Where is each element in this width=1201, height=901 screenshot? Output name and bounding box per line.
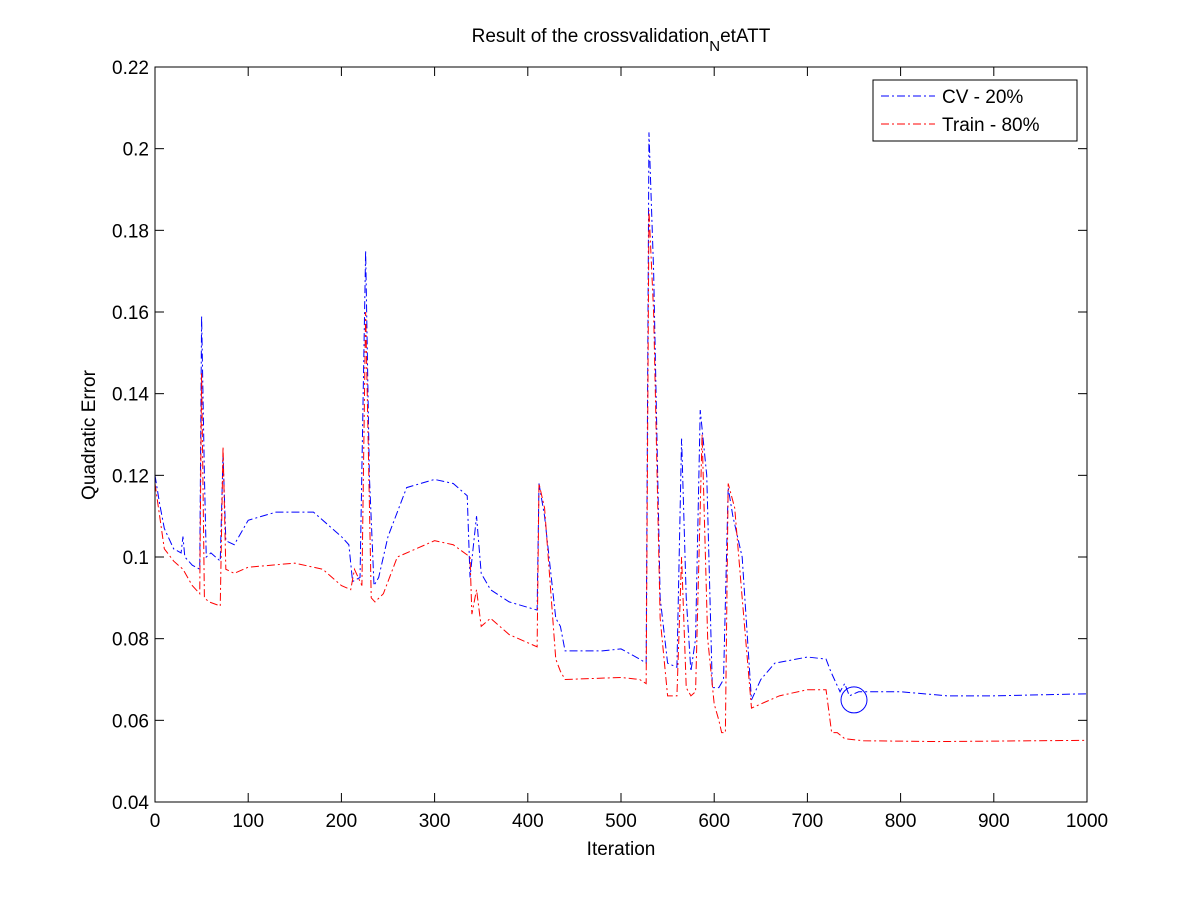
- x-tick-label: 500: [605, 811, 637, 832]
- y-tick-label: 0.1: [123, 548, 149, 569]
- x-tick-label: 900: [978, 811, 1010, 832]
- x-tick-label: 1000: [1066, 811, 1108, 832]
- title-part: Result of the crossvalidation: [472, 26, 710, 47]
- y-tick-label: 0.08: [112, 630, 149, 651]
- y-tick-label: 0.18: [112, 221, 149, 242]
- x-axis-label: Iteration: [587, 839, 656, 860]
- x-tick-label: 800: [885, 811, 917, 832]
- series-line: [154, 132, 1088, 701]
- x-tick-label: 600: [698, 811, 730, 832]
- y-tick-label: 0.06: [112, 711, 149, 732]
- plot-area: [155, 67, 1087, 802]
- marker: [840, 686, 868, 714]
- y-axis-label: Quadratic Error: [79, 369, 100, 500]
- x-tick-label: 300: [419, 811, 451, 832]
- legend-label: CV - 20%: [942, 87, 1023, 108]
- chart-title: Result of the crossvalidationNetATT: [472, 26, 771, 55]
- y-tick-label: 0.14: [112, 385, 149, 406]
- axes-box: [154, 66, 1088, 803]
- y-tick-label: 0.12: [112, 466, 149, 487]
- x-tick-label: 200: [326, 811, 358, 832]
- x-tick-label: 100: [232, 811, 264, 832]
- y-tick-label: 0.16: [112, 303, 149, 324]
- x-tick-label: 700: [792, 811, 824, 832]
- title-subscript: N: [709, 38, 720, 55]
- x-tick-label: 400: [512, 811, 544, 832]
- title-part: etATT: [720, 26, 771, 47]
- x-tick-label: 0: [150, 811, 161, 832]
- legend-label: Train - 80%: [942, 115, 1040, 136]
- legend-box: [872, 79, 1078, 142]
- y-tick-label: 0.2: [123, 140, 149, 161]
- y-tick-label: 0.22: [112, 58, 149, 79]
- y-tick-label: 0.04: [112, 793, 149, 814]
- series-line: [154, 209, 1088, 743]
